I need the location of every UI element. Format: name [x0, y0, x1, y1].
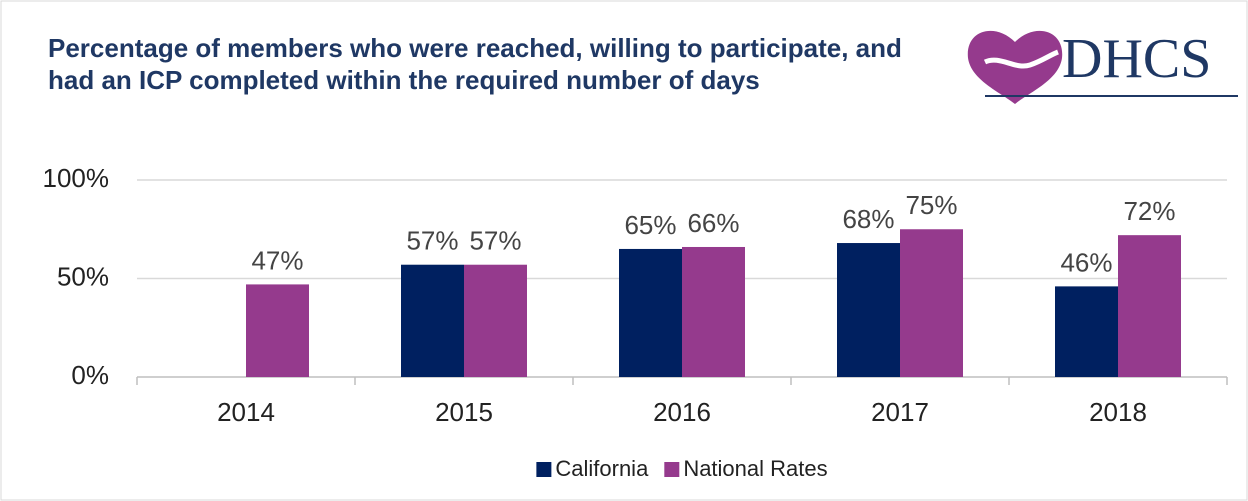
- x-tick-label: 2017: [871, 397, 929, 427]
- y-tick-label: 100%: [43, 163, 110, 193]
- bar: [401, 264, 464, 377]
- data-label: 72%: [1123, 196, 1175, 226]
- data-label: 46%: [1060, 247, 1112, 277]
- bar: [619, 248, 682, 377]
- chart-title: Percentage of members who were reached, …: [48, 33, 902, 95]
- legend-swatch: [536, 462, 552, 477]
- data-label: 75%: [905, 190, 957, 220]
- data-label: 57%: [469, 226, 521, 256]
- logo: DHCS: [967, 28, 1238, 105]
- logo-text: DHCS: [1062, 28, 1211, 90]
- legend-label: California: [555, 456, 649, 481]
- legend-label: National Rates: [683, 456, 827, 481]
- y-tick-label: 0%: [71, 360, 109, 390]
- data-label: 66%: [687, 208, 739, 238]
- y-tick-label: 50%: [57, 261, 109, 291]
- logo-heart: [967, 30, 1063, 105]
- x-tick-label: 2015: [435, 397, 493, 427]
- data-label: 65%: [624, 210, 676, 240]
- bar: [900, 229, 963, 377]
- data-label: 47%: [251, 245, 303, 275]
- legend: California National Rates: [536, 456, 828, 481]
- bar: [1118, 235, 1181, 377]
- bar: [246, 284, 309, 377]
- legend-swatch: [664, 462, 680, 477]
- chart-title-text: Percentage of members who were reached, …: [48, 33, 902, 95]
- bar: [1055, 286, 1118, 377]
- bar: [464, 264, 527, 377]
- logo-swoosh: [983, 49, 1059, 69]
- data-label: 57%: [406, 226, 458, 256]
- data-label: 68%: [842, 204, 894, 234]
- x-tick-label: 2016: [653, 397, 711, 427]
- x-tick-label: 2018: [1089, 397, 1147, 427]
- bar: [837, 243, 900, 377]
- bar: [682, 246, 745, 377]
- x-tick-label: 2014: [217, 397, 275, 427]
